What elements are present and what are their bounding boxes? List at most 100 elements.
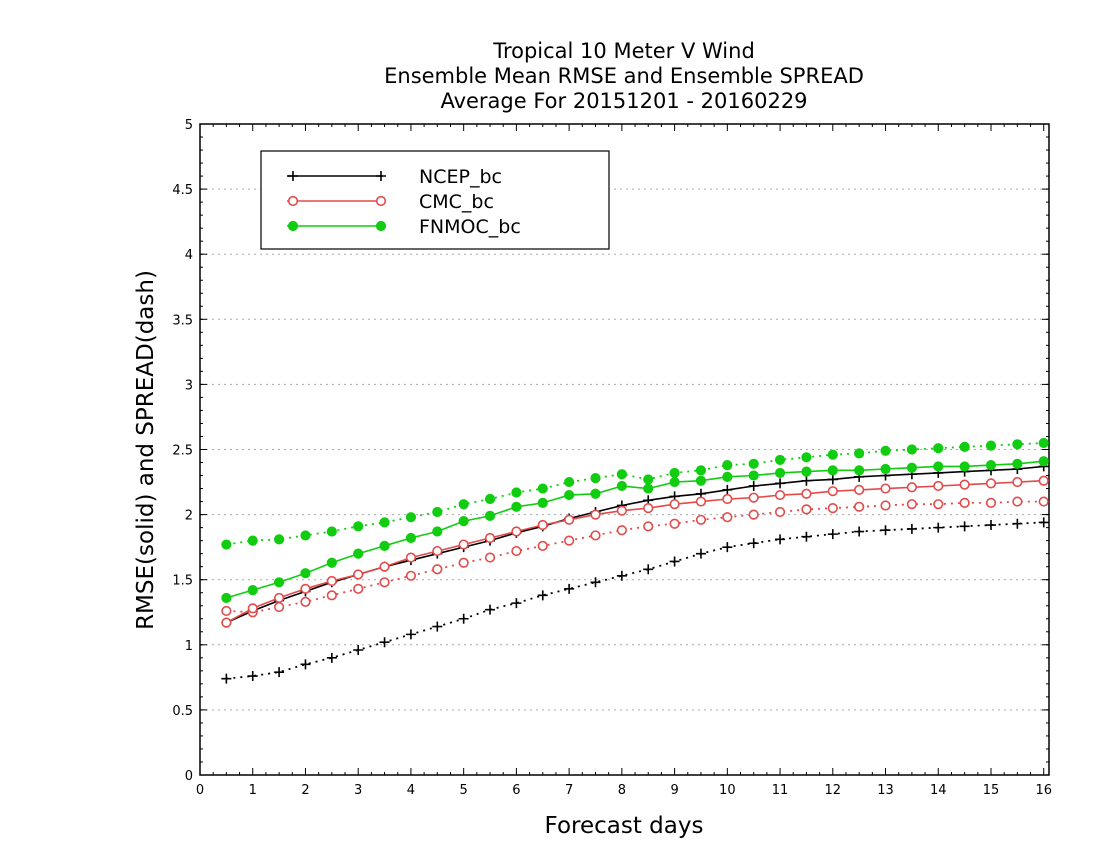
point-marker <box>854 526 865 537</box>
point-marker <box>353 521 364 532</box>
point-marker <box>405 552 417 563</box>
point-marker <box>774 454 786 466</box>
point-marker <box>458 539 469 550</box>
point-marker <box>1038 456 1049 467</box>
point-marker <box>221 605 232 617</box>
x-tick-label: 0 <box>196 783 204 798</box>
title-line: Ensemble Mean RMSE and Ensemble SPREAD <box>384 64 864 88</box>
point-marker <box>375 220 387 232</box>
point-marker <box>1038 496 1049 507</box>
point-marker <box>326 652 337 663</box>
series <box>221 437 1049 684</box>
point-marker <box>801 531 812 542</box>
point-marker <box>722 493 733 505</box>
y-axis-label: RMSE(solid) and SPREAD(dash) <box>133 270 159 630</box>
y-tick-label: 1 <box>185 639 193 654</box>
point-marker <box>985 520 996 531</box>
x-tick-label: 12 <box>825 783 842 798</box>
point-marker <box>537 590 548 601</box>
point-marker <box>1012 439 1023 450</box>
point-marker <box>801 475 812 486</box>
point-marker <box>616 525 627 536</box>
x-tick-label: 7 <box>565 783 573 798</box>
point-marker <box>353 548 364 559</box>
point-marker <box>432 526 443 537</box>
point-marker <box>985 478 997 489</box>
point-marker <box>643 474 654 485</box>
point-marker <box>511 545 522 557</box>
point-marker <box>695 548 706 559</box>
point-marker <box>722 460 733 471</box>
point-marker <box>300 583 311 594</box>
point-marker <box>933 499 944 510</box>
point-marker <box>590 488 601 499</box>
point-marker <box>221 617 232 628</box>
point-marker <box>880 483 891 494</box>
x-tick-label: 10 <box>719 783 736 798</box>
point-marker <box>247 585 258 596</box>
rmse-line <box>226 479 1044 624</box>
legend-item: NCEP_bc <box>287 166 502 188</box>
legend-label: FNMOC_bc <box>419 216 521 238</box>
x-tick-label: 15 <box>983 783 1000 798</box>
point-marker <box>775 534 786 545</box>
point-marker <box>695 496 707 507</box>
point-marker <box>484 552 496 563</box>
point-marker <box>643 521 654 532</box>
point-marker <box>379 540 390 551</box>
y-tick-label: 3.5 <box>172 313 193 328</box>
point-marker <box>748 538 759 549</box>
point-marker <box>300 530 311 541</box>
point-marker <box>880 525 891 536</box>
legend-label: NCEP_bc <box>419 166 502 188</box>
point-marker <box>247 671 258 682</box>
point-marker <box>300 596 311 607</box>
point-marker <box>1038 437 1049 449</box>
point-marker <box>827 486 838 497</box>
point-marker <box>722 484 733 495</box>
point-marker <box>247 535 258 546</box>
point-marker <box>669 518 680 529</box>
point-marker <box>247 603 258 614</box>
point-marker <box>274 667 285 678</box>
point-marker <box>906 482 917 493</box>
x-tick-label: 3 <box>354 783 362 798</box>
point-marker <box>287 220 299 232</box>
point-marker <box>616 480 627 492</box>
point-marker <box>564 476 575 488</box>
point-marker <box>458 516 469 527</box>
point-marker <box>564 489 575 501</box>
point-marker <box>484 510 496 522</box>
x-tick-label: 5 <box>460 783 468 798</box>
point-marker <box>933 522 944 533</box>
point-marker <box>511 501 522 512</box>
point-marker <box>669 476 680 488</box>
legend: NCEP_bc CMC_bc FNMOC_bc <box>260 150 610 250</box>
point-marker <box>379 577 390 588</box>
point-marker <box>748 509 759 520</box>
point-marker <box>1012 496 1023 507</box>
spread-line <box>226 442 1044 546</box>
point-marker <box>221 673 232 684</box>
point-marker <box>616 469 627 480</box>
series-fnmoc-bc <box>221 437 1049 604</box>
point-marker <box>748 492 759 503</box>
point-marker <box>854 501 865 512</box>
point-marker <box>959 521 970 532</box>
point-marker <box>933 443 944 454</box>
point-marker <box>695 514 707 525</box>
point-marker <box>880 463 891 475</box>
point-marker <box>458 499 469 510</box>
point-marker <box>906 444 917 455</box>
point-marker <box>537 483 548 494</box>
y-tick-label: 4 <box>185 248 193 263</box>
series-ncep-bc <box>221 461 1049 684</box>
point-marker <box>827 502 838 514</box>
x-tick-label: 13 <box>877 783 894 798</box>
point-marker <box>854 484 865 495</box>
point-marker <box>616 505 627 516</box>
point-marker <box>906 462 917 473</box>
x-tick-label: 16 <box>1035 783 1052 798</box>
point-marker <box>484 493 496 505</box>
